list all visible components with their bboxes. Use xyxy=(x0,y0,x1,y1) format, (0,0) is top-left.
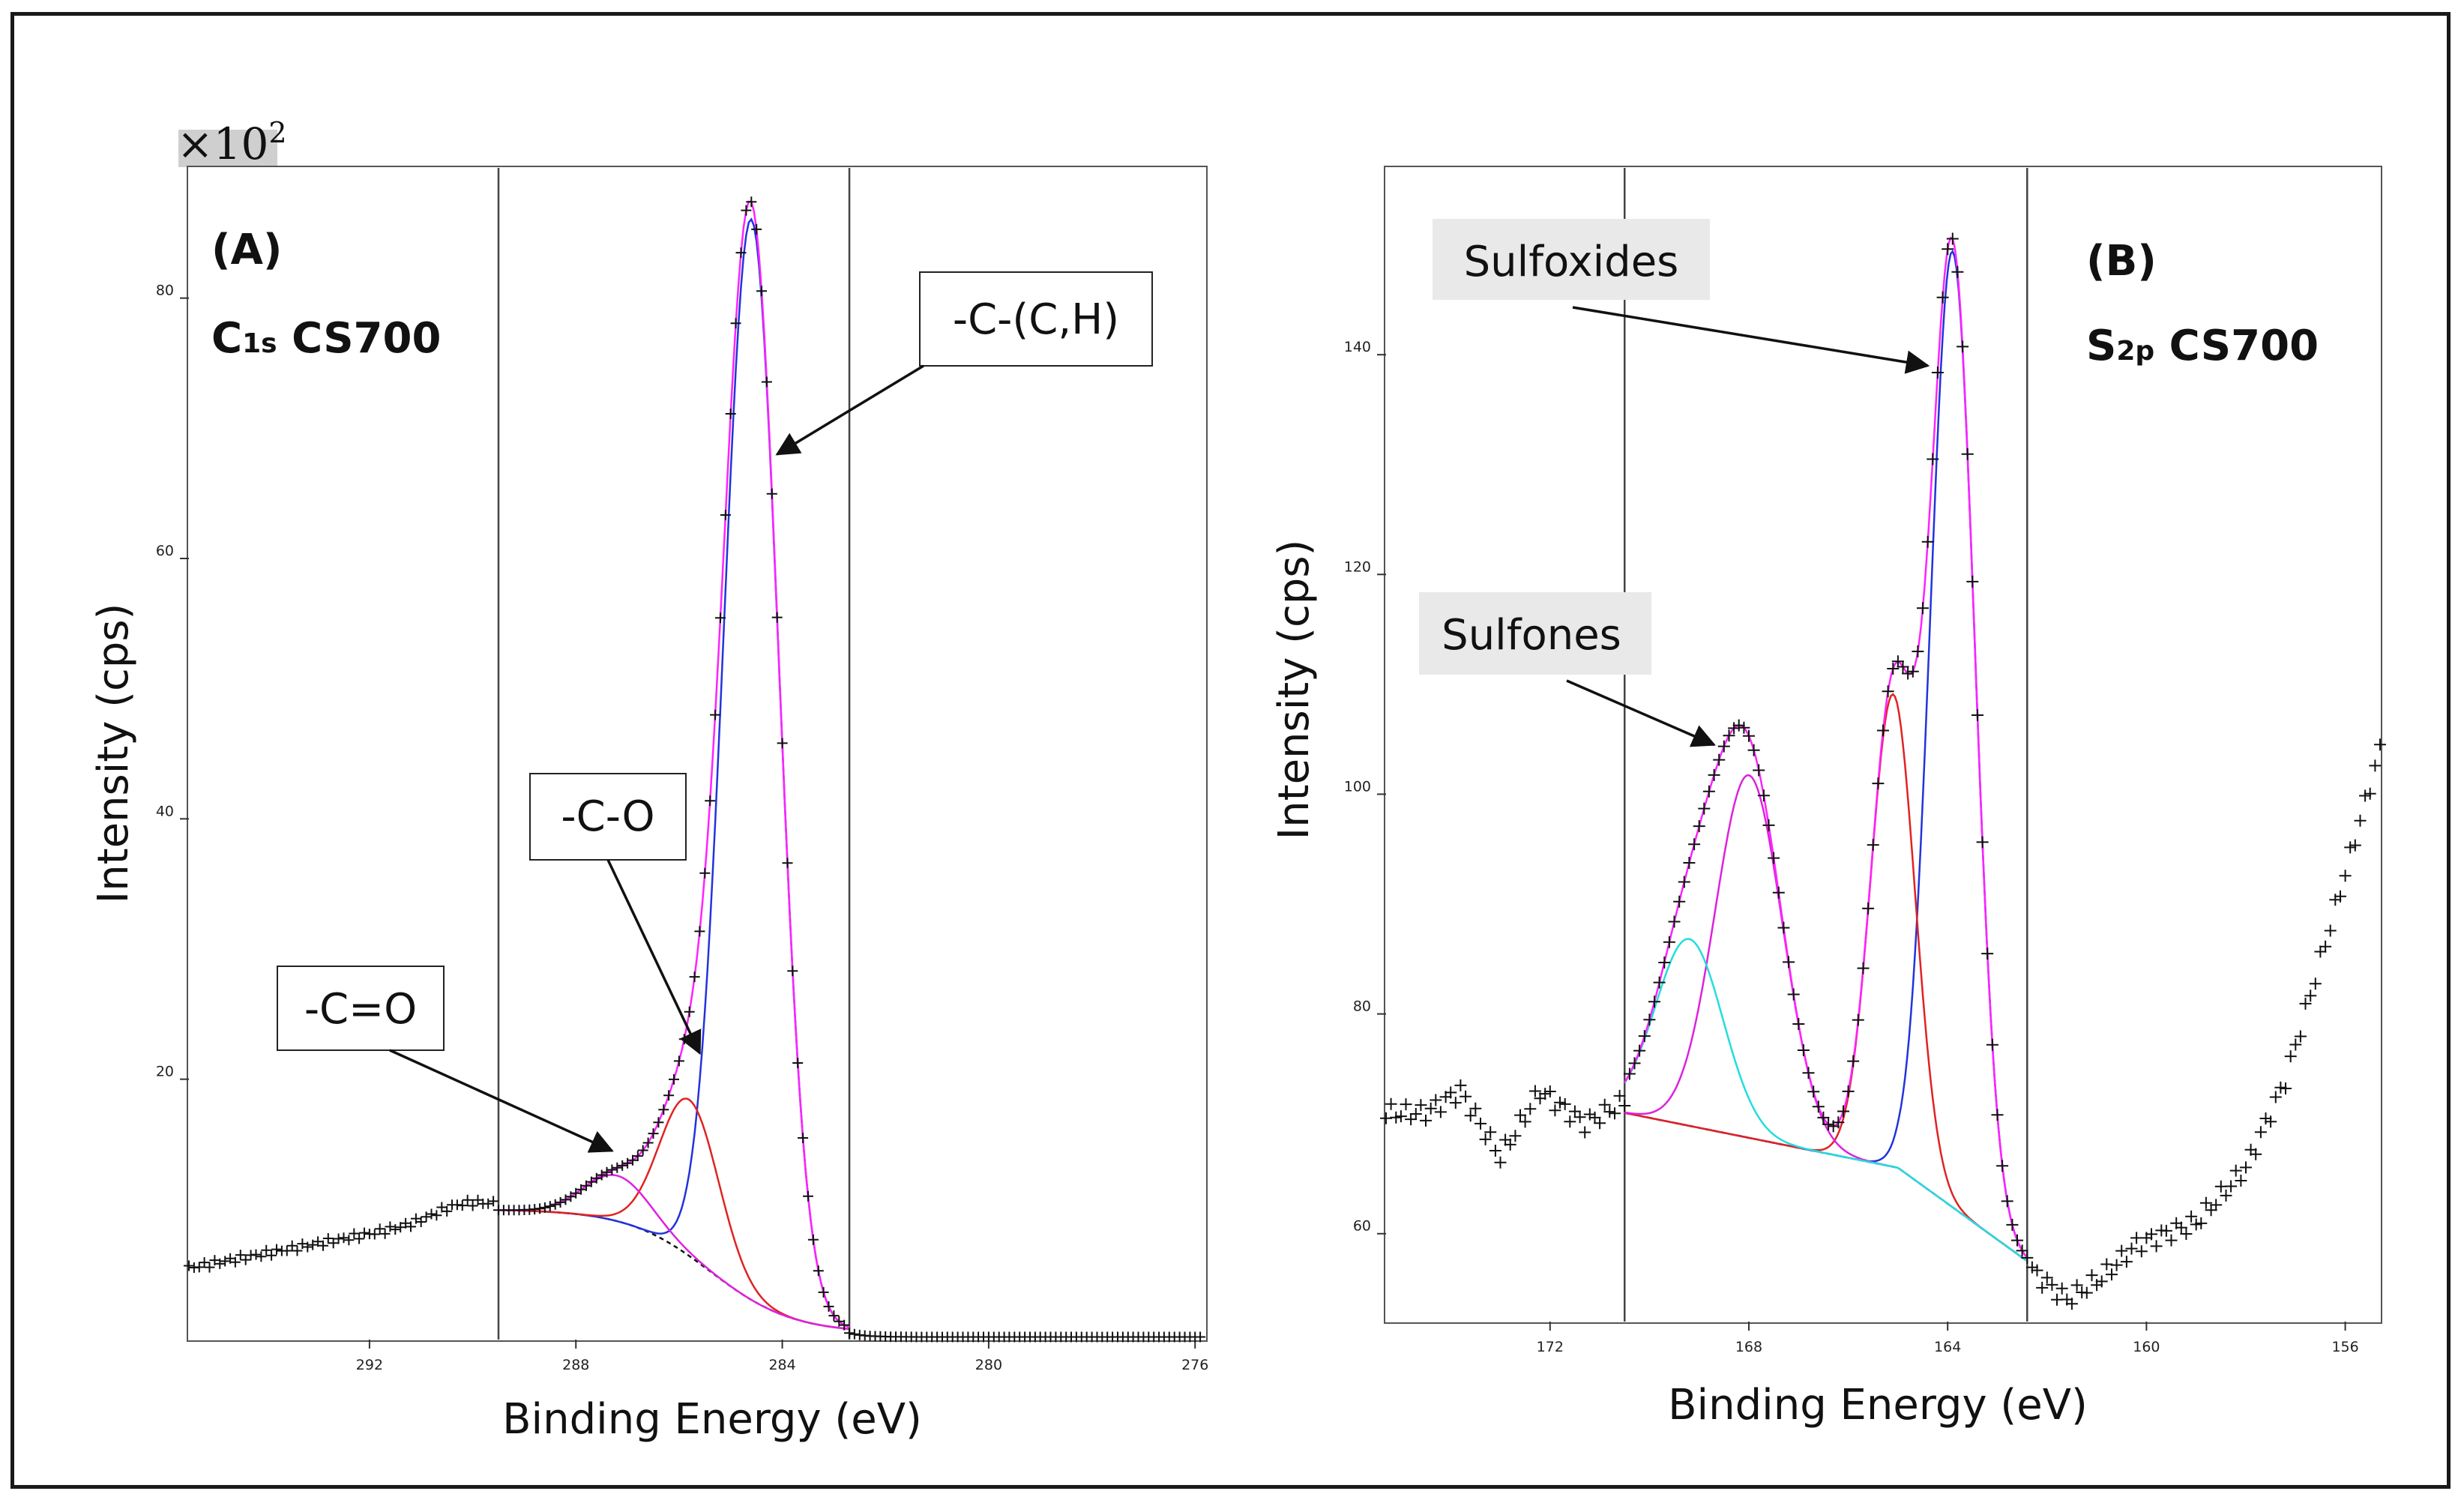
panel-a-ytick-label: 20 xyxy=(156,1064,174,1080)
multiplier-label: ×102 xyxy=(177,116,287,169)
svg-text:-C-O: -C-O xyxy=(561,792,654,841)
panel-b-marks: 172 168 164 160 156 60 80 100 120 140 xyxy=(1344,168,2386,1355)
panel-b-ytick-label: 100 xyxy=(1344,778,1371,795)
panel-b-xlabel: Binding Energy (eV) xyxy=(1668,1381,2088,1430)
panel-b-ytick-label: 140 xyxy=(1344,339,1371,355)
panel-a-xtick-label: 280 xyxy=(975,1357,1002,1373)
panel-b-ytick-label: 120 xyxy=(1344,558,1371,575)
panel-b-xtick-label: 172 xyxy=(1537,1339,1564,1355)
multiplier-background xyxy=(178,130,277,167)
panel-a-arrow xyxy=(389,1049,614,1153)
panel-b-envelope xyxy=(1624,236,2027,1258)
panel-b-ytick-label: 60 xyxy=(1353,1218,1371,1235)
annotation-cch: -C-(C,H) xyxy=(919,271,1153,367)
panel-b-ylabel: Intensity (cps) xyxy=(1270,540,1319,840)
panel-b-xtick-label: 164 xyxy=(1934,1339,1961,1355)
panel-a-raw-data xyxy=(184,196,1206,1343)
panel-a-arrow xyxy=(606,859,702,1055)
panel-b-raw-data xyxy=(1380,232,2386,1310)
panel-a-ytick-label: 60 xyxy=(156,543,174,559)
panel-a-xlabel: Binding Energy (eV) xyxy=(502,1395,922,1444)
svg-text:Sulfoxides: Sulfoxides xyxy=(1464,238,1679,286)
annotation-co: -C-O xyxy=(529,773,687,861)
panel-b-arrow xyxy=(1572,306,1930,374)
annotation-sulfoxides: Sulfoxides xyxy=(1433,219,1710,300)
panel-b-title: S2p CS700 xyxy=(2086,322,2319,370)
panel-a-ytick-label: 80 xyxy=(156,283,174,299)
panel-a-xtick-label: 288 xyxy=(562,1357,589,1373)
svg-text:-C=O: -C=O xyxy=(304,985,417,1034)
panel-b-arrow xyxy=(1566,679,1716,747)
panel-a-label: (A) xyxy=(211,226,283,274)
panel-b-peak-1 xyxy=(1624,693,2027,1262)
annotation-sulfones: Sulfones xyxy=(1419,592,1651,675)
panel-a-arrow xyxy=(775,364,924,456)
panel-b-chart: 172 168 164 160 156 60 80 100 120 140 (B) S2p CS7… xyxy=(1270,166,2386,1430)
annotation-c-double-o: -C=O xyxy=(277,966,445,1051)
panel-b-peak-3 xyxy=(1624,938,2027,1262)
panel-a-xtick-label: 276 xyxy=(1181,1357,1208,1373)
panel-a-xtick-label: 284 xyxy=(768,1357,795,1373)
panel-a-marks: 292 288 284 280 276 20 40 60 80 xyxy=(156,168,1208,1373)
panel-a-ytick-label: 40 xyxy=(156,803,174,819)
annotation-arrows xyxy=(389,306,1930,1153)
figure-frame xyxy=(10,12,2451,1489)
panel-b-xtick-label: 160 xyxy=(2133,1339,2160,1355)
panel-a-ylabel: Intensity (cps) xyxy=(89,603,138,904)
panel-b-xtick-label: 168 xyxy=(1735,1339,1762,1355)
panel-b-label: (B) xyxy=(2086,237,2157,286)
panel-a-xtick-label: 292 xyxy=(356,1357,383,1373)
panel-a-title: C1s CS700 xyxy=(211,314,441,363)
panel-b-ytick-label: 80 xyxy=(1353,999,1371,1015)
svg-text:Sulfones: Sulfones xyxy=(1442,611,1621,660)
panel-b-xtick-label: 156 xyxy=(2331,1339,2358,1355)
svg-text:-C-(C,H): -C-(C,H) xyxy=(953,295,1119,344)
